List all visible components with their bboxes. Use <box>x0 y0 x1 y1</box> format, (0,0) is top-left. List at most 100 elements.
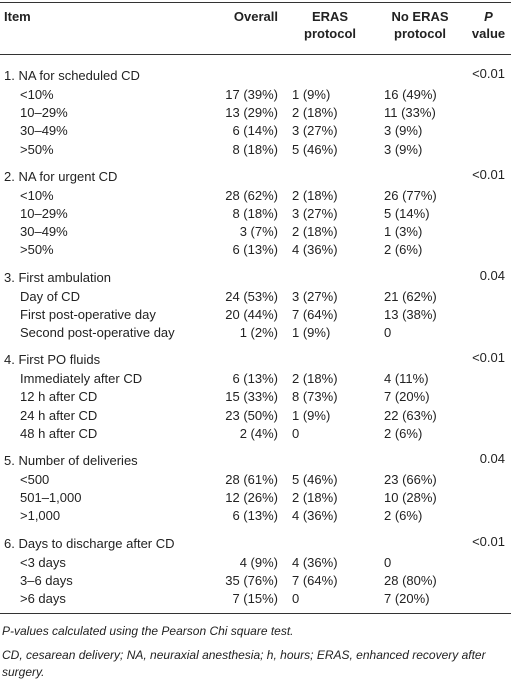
overall-cell: 3 (7%) <box>239 224 278 240</box>
section-title: 2. NA for urgent CD <box>4 168 118 184</box>
overall-cell: 28 (61%) <box>225 472 278 487</box>
no-eras-cell: 1 (3%) <box>384 224 423 240</box>
eras-cell: 7 (64%) <box>292 572 338 588</box>
header-item: Item <box>4 9 31 24</box>
no-eras-cell: 10 (28%) <box>384 490 437 506</box>
eras-cell: 1 (9%) <box>292 407 331 423</box>
footnote: P-values calculated using the Pearson Ch… <box>2 624 294 639</box>
row-label: 24 h after CD <box>20 407 98 423</box>
no-eras-cell: 28 (80%) <box>384 572 437 588</box>
row-label: <500 <box>20 472 50 487</box>
overall-cell: 8 (18%) <box>232 141 278 157</box>
eras-cell: 3 (27%) <box>292 288 338 304</box>
overall-cell: 13 (29%) <box>225 105 278 121</box>
no-eras-cell: 11 (33%) <box>384 105 436 121</box>
overall-cell: 35 (76%) <box>225 572 278 588</box>
eras-cell: 2 (18%) <box>292 490 338 506</box>
no-eras-cell: 2 (6%) <box>384 242 423 258</box>
row-label: 30–49% <box>20 123 68 139</box>
row-label: 10–29% <box>20 105 68 121</box>
eras-cell: 2 (18%) <box>292 224 338 240</box>
no-eras-cell: 13 (38%) <box>384 306 437 322</box>
p-value: <0.01 <box>472 166 505 182</box>
row-label: 30–49% <box>20 224 68 240</box>
p-value: 0.04 <box>479 267 505 283</box>
eras-cell: 1 (9%) <box>292 87 331 102</box>
row-label: >1,000 <box>20 508 61 524</box>
overall-cell: 6 (13%) <box>232 508 278 524</box>
row-label: <10% <box>20 187 54 203</box>
no-eras-cell: 22 (63%) <box>384 407 437 423</box>
eras-cell: 3 (27%) <box>292 206 338 221</box>
header-p: P <box>484 9 493 24</box>
header-overall: Overall <box>233 9 278 24</box>
header-rule <box>0 54 511 55</box>
p-value: <0.01 <box>472 66 505 81</box>
row-label: >50% <box>20 242 54 258</box>
eras-cell: 2 (18%) <box>292 105 338 121</box>
p-value: <0.01 <box>472 350 505 366</box>
section-title: 1. NA for scheduled CD <box>4 68 140 83</box>
overall-cell: 4 (9%) <box>239 554 278 570</box>
eras-cell: 4 (36%) <box>292 242 338 258</box>
no-eras-cell: 21 (62%) <box>384 288 437 304</box>
overall-cell: 28 (62%) <box>225 187 278 203</box>
eras-cell: 0 <box>292 591 300 606</box>
row-label: >6 days <box>20 591 66 606</box>
row-label: <3 days <box>20 554 66 570</box>
overall-cell: 6 (13%) <box>232 371 278 387</box>
overall-cell: 20 (44%) <box>225 306 278 322</box>
top-rule <box>0 2 511 3</box>
row-label: 501–1,000 <box>20 490 82 506</box>
no-eras-cell: 2 (6%) <box>384 425 423 441</box>
bottom-rule <box>0 613 511 615</box>
row-label: <10% <box>20 87 54 102</box>
p-value: <0.01 <box>472 533 505 549</box>
eras-cell: 4 (36%) <box>292 554 338 570</box>
no-eras-cell: 23 (66%) <box>384 472 437 487</box>
header-p-value: P value <box>466 8 511 42</box>
no-eras-cell: 0 <box>384 325 392 340</box>
eras-cell: 2 (18%) <box>292 371 338 387</box>
row-label: 10–29% <box>20 206 68 221</box>
overall-cell: 23 (50%) <box>225 407 278 423</box>
no-eras-cell: 7 (20%) <box>384 389 430 405</box>
header-value: value <box>471 26 506 41</box>
overall-cell: 17 (39%) <box>225 87 278 102</box>
overall-cell: 24 (53%) <box>225 288 278 304</box>
eras-cell: 5 (46%) <box>292 472 338 487</box>
row-label: Second post-operative day <box>20 325 175 340</box>
eras-cell: 4 (36%) <box>292 508 338 524</box>
no-eras-cell: 3 (9%) <box>384 123 423 139</box>
eras-cell: 8 (73%) <box>292 389 338 405</box>
row-label: Day of CD <box>20 288 80 304</box>
row-label: >50% <box>20 141 54 157</box>
overall-cell: 8 (18%) <box>232 206 278 221</box>
section-title: 6. Days to discharge after CD <box>4 535 175 551</box>
row-label: 48 h after CD <box>20 425 98 441</box>
overall-cell: 6 (13%) <box>232 242 278 258</box>
eras-cell: 7 (64%) <box>292 306 338 322</box>
no-eras-cell: 16 (49%) <box>384 87 437 102</box>
eras-cell: 3 (27%) <box>292 123 338 139</box>
section-title: 3. First ambulation <box>4 269 111 285</box>
eras-cell: 1 (9%) <box>292 325 331 340</box>
row-label: Immediately after CD <box>20 371 143 387</box>
overall-cell: 15 (33%) <box>225 389 278 405</box>
no-eras-cell: 0 <box>384 554 392 570</box>
eras-cell: 5 (46%) <box>292 141 338 157</box>
row-label: First post-operative day <box>20 306 156 322</box>
row-label: 12 h after CD <box>20 389 98 405</box>
no-eras-cell: 4 (11%) <box>384 371 429 387</box>
no-eras-cell: 3 (9%) <box>384 141 423 157</box>
no-eras-cell: 2 (6%) <box>384 508 423 524</box>
eras-cell: 2 (18%) <box>292 187 338 203</box>
section-title: 4. First PO fluids <box>4 352 101 368</box>
eras-cell: 0 <box>292 425 300 441</box>
overall-cell: 6 (14%) <box>232 123 278 139</box>
section-title: 5. Number of deliveries <box>4 453 138 468</box>
overall-cell: 12 (26%) <box>225 490 278 506</box>
header-eras: ERAS protocol <box>304 9 356 41</box>
overall-cell: 2 (4%) <box>239 425 278 441</box>
